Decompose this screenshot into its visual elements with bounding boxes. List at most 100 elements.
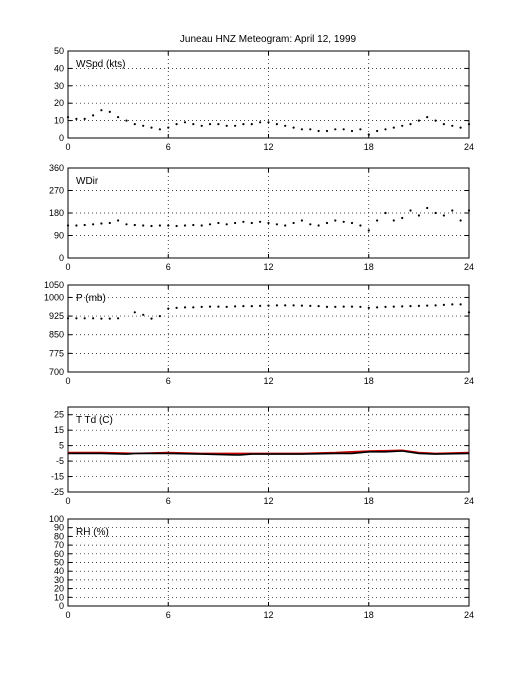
data-point — [300, 128, 303, 131]
y-tick-label: 70 — [54, 540, 64, 550]
data-point — [392, 305, 395, 308]
data-point — [208, 305, 212, 308]
y-tick-label: 925 — [49, 311, 64, 321]
data-point — [208, 223, 212, 226]
data-point — [434, 119, 437, 122]
data-point — [325, 221, 329, 225]
x-tick-label: 6 — [166, 376, 171, 386]
data-point — [192, 123, 195, 126]
data-point — [417, 304, 420, 307]
data-point — [309, 304, 312, 307]
data-point — [234, 221, 237, 225]
data-point — [234, 124, 237, 127]
data-point — [342, 305, 345, 308]
data-point — [275, 304, 278, 307]
data-point — [158, 128, 161, 131]
data-point — [217, 305, 220, 308]
y-tick-label: 775 — [49, 348, 64, 358]
data-point — [451, 209, 454, 212]
data-point — [325, 129, 329, 133]
data-point — [309, 128, 312, 131]
data-point — [409, 305, 412, 308]
data-point — [75, 117, 78, 120]
y-tick-label: 0 — [59, 601, 64, 611]
data-point — [192, 306, 195, 309]
data-point — [92, 223, 95, 226]
data-point — [284, 224, 287, 227]
data-point — [192, 223, 195, 227]
x-tick-label: 12 — [263, 610, 273, 620]
y-tick-label: 850 — [49, 330, 64, 340]
data-point — [451, 124, 454, 127]
x-tick-label: 6 — [166, 496, 171, 506]
y-tick-label: 25 — [54, 410, 64, 420]
data-point — [108, 221, 111, 225]
y-tick-label: 20 — [54, 584, 64, 594]
data-point — [459, 126, 462, 129]
data-point — [250, 221, 253, 225]
data-point — [467, 311, 471, 314]
x-tick-label: 24 — [464, 376, 474, 386]
data-point — [66, 116, 70, 119]
data-point — [384, 211, 387, 215]
data-point — [392, 126, 395, 129]
data-point — [451, 303, 454, 306]
data-point — [133, 311, 136, 314]
y-tick-label: -5 — [56, 456, 64, 466]
data-point — [117, 116, 120, 119]
data-point — [100, 109, 103, 112]
data-point — [225, 223, 228, 226]
data-point — [300, 304, 303, 307]
x-tick-label: 0 — [65, 262, 70, 272]
x-tick-label: 0 — [65, 142, 70, 152]
series-line — [68, 450, 470, 456]
x-tick-label: 6 — [166, 610, 171, 620]
data-point — [284, 124, 287, 127]
y-tick-label: 100 — [49, 514, 64, 524]
series-t-td-c-1 — [68, 450, 470, 456]
data-point — [367, 306, 370, 309]
y-tick-label: 30 — [54, 81, 64, 91]
data-point — [442, 214, 445, 217]
data-point — [150, 317, 153, 320]
data-point — [334, 128, 337, 131]
data-point — [434, 304, 437, 307]
data-point — [359, 128, 362, 131]
data-point — [401, 305, 404, 308]
y-tick-label: 50 — [54, 558, 64, 568]
data-point — [317, 305, 320, 308]
data-point — [309, 223, 312, 226]
y-tick-label: -15 — [51, 472, 64, 482]
data-point — [200, 305, 203, 308]
data-point — [342, 220, 345, 223]
y-tick-label: 5 — [59, 441, 64, 451]
data-point — [267, 304, 270, 307]
y-tick-label: 360 — [49, 163, 64, 173]
x-tick-label: 6 — [166, 142, 171, 152]
data-point — [217, 221, 220, 225]
data-point — [250, 305, 253, 308]
panel-label-wspd-kts: WSpd (kts) — [76, 59, 125, 70]
data-point — [100, 317, 103, 320]
y-tick-label: 0 — [59, 133, 64, 143]
data-point — [409, 209, 412, 212]
data-point — [426, 206, 429, 210]
y-tick-label: 50 — [54, 46, 64, 56]
y-tick-label: 1050 — [44, 280, 64, 290]
data-point — [434, 211, 437, 215]
x-tick-label: 24 — [464, 496, 474, 506]
data-point — [267, 221, 270, 225]
figure-title: Juneau HNZ Meteogram: April 12, 1999 — [180, 34, 357, 45]
data-point — [292, 221, 295, 225]
x-tick-label: 12 — [263, 262, 273, 272]
y-tick-label: 15 — [54, 425, 64, 435]
data-point — [175, 306, 178, 309]
data-point — [242, 123, 245, 126]
data-point — [92, 317, 95, 320]
data-point — [83, 117, 86, 120]
data-point — [83, 223, 86, 227]
data-point — [467, 123, 471, 126]
